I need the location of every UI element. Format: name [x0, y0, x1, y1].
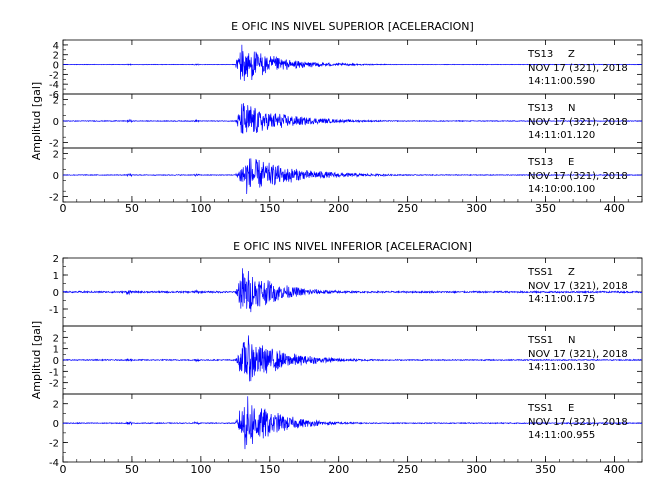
record-date: NOV 17 (321), 2018 — [528, 117, 628, 128]
x-tick-label: 200 — [328, 463, 349, 476]
x-tick-label: 400 — [604, 202, 625, 215]
trace-ts13-e: 2 0 -2 TS13 E NOV 17 (321), 2018 14:10:00.100 — [49, 147, 643, 204]
y-tick-label: 1 — [53, 271, 59, 282]
y-tick-label: -1 — [49, 305, 59, 316]
record-time: 14:11:01.120 — [528, 130, 595, 141]
y-tick-label: -1 — [49, 367, 59, 378]
panel-title: E OFIC INS NIVEL INFERIOR [ACELERACION] — [233, 240, 472, 253]
y-axis-label: Amplitud [gal] — [30, 321, 43, 399]
y-tick-label: 0 — [53, 61, 59, 72]
y-tick-label: 2 — [53, 95, 59, 106]
x-tick-label: 300 — [466, 202, 487, 215]
y-tick-label: 0 — [53, 356, 59, 367]
panel-title: E OFIC INS NIVEL SUPERIOR [ACELERACION] — [231, 20, 474, 33]
y-tick-label: -4 — [49, 80, 59, 91]
subplot-frame — [62, 393, 643, 463]
x-tick-label: 350 — [535, 463, 556, 476]
component-label: N — [568, 335, 575, 346]
y-tick-label: -6 — [49, 90, 59, 101]
trace-tss1-n: 210-1-2 TSS1 N NOV 17 (321), 2018 14:11:00.1… — [49, 325, 643, 395]
y-tick-label: 1 — [53, 345, 59, 356]
x-tick-label: 250 — [397, 202, 418, 215]
x-tick-label: 0 — [60, 463, 67, 476]
x-tick-label: 150 — [259, 463, 280, 476]
y-tick-label: 2 — [53, 333, 59, 344]
y-tick-label: -2 — [49, 193, 59, 204]
record-time: 14:11:00.175 — [528, 294, 595, 305]
x-tick-label: 150 — [259, 202, 280, 215]
upper-level-panel: E OFIC INS NIVEL SUPERIOR [ACELERACION] A… — [30, 20, 643, 215]
lower-level-panel: E OFIC INS NIVEL INFERIOR [ACELERACION] A… — [30, 240, 643, 476]
station-code: TSS1 — [527, 335, 553, 346]
x-tick-label: 100 — [190, 463, 211, 476]
y-tick-label: -4 — [49, 458, 59, 469]
record-date: NOV 17 (321), 2018 — [528, 171, 628, 182]
record-date: NOV 17 (321), 2018 — [528, 417, 628, 428]
y-axis-label: Amplitud [gal] — [30, 82, 43, 160]
y-tick-label: 0 — [53, 117, 59, 128]
y-tick-label: -2 — [49, 379, 59, 390]
y-tick-label: 4 — [53, 41, 59, 52]
station-code: TSS1 — [527, 403, 553, 414]
x-axis: 0 50 100 150 200 250 300 350 400 — [60, 40, 643, 215]
trace-ts13-z: 420-2-4-6 TS13 Z NOV 17 (321), 2018 14:11:00… — [49, 39, 643, 101]
record-date: NOV 17 (321), 2018 — [528, 349, 628, 360]
record-time: 14:11:00.130 — [528, 362, 595, 373]
y-tick-label: -2 — [49, 439, 59, 450]
station-code: TS13 — [527, 49, 553, 60]
component-label: Z — [568, 267, 575, 278]
waveform-line — [62, 158, 643, 194]
y-tick-label: -2 — [49, 70, 59, 81]
y-tick-label: 2 — [53, 149, 59, 160]
record-time: 14:10:00.100 — [528, 184, 595, 195]
waveform-line — [62, 396, 643, 450]
x-tick-label: 50 — [125, 202, 139, 215]
x-axis: 0 50 100 150 200 250 300 350 400 — [60, 258, 643, 476]
waveform-line — [62, 335, 643, 382]
waveform-line — [62, 44, 643, 81]
record-date: NOV 17 (321), 2018 — [528, 63, 628, 74]
station-code: TSS1 — [527, 267, 553, 278]
x-tick-label: 400 — [604, 463, 625, 476]
station-code: TS13 — [527, 103, 553, 114]
x-tick-label: 350 — [535, 202, 556, 215]
y-tick-label: 0 — [53, 288, 59, 299]
y-tick-label: 2 — [53, 400, 59, 411]
record-time: 14:11:00.590 — [528, 76, 595, 87]
trace-tss1-z: 2 1 0 -1 TSS1 Z NOV 17 (321), 2018 14:11:00.175 — [49, 254, 643, 327]
y-tick-label: 2 — [53, 51, 59, 62]
station-code: TS13 — [527, 157, 553, 168]
waveform-line — [62, 103, 643, 134]
y-tick-label: 0 — [53, 419, 59, 430]
component-label: E — [568, 403, 574, 414]
x-tick-label: 50 — [125, 463, 139, 476]
trace-tss1-e: 2 0 -2 -4 TSS1 E NOV 17 (321), 2018 14:11:00.95… — [49, 393, 643, 469]
y-tick-label: 0 — [53, 171, 59, 182]
trace-ts13-n: 2 0 -2 TS13 N NOV 17 (321), 2018 14:11:01.120 — [49, 93, 643, 150]
waveform-line — [62, 268, 643, 313]
record-date: NOV 17 (321), 2018 — [528, 281, 628, 292]
x-tick-label: 0 — [60, 202, 67, 215]
component-label: Z — [568, 49, 575, 60]
x-tick-label: 300 — [466, 463, 487, 476]
x-tick-label: 250 — [397, 463, 418, 476]
y-tick-label: 2 — [53, 254, 59, 265]
component-label: E — [568, 157, 574, 168]
component-label: N — [568, 103, 575, 114]
record-time: 14:11:00.955 — [528, 430, 595, 441]
x-tick-label: 100 — [190, 202, 211, 215]
x-tick-label: 200 — [328, 202, 349, 215]
y-tick-label: -2 — [49, 139, 59, 150]
